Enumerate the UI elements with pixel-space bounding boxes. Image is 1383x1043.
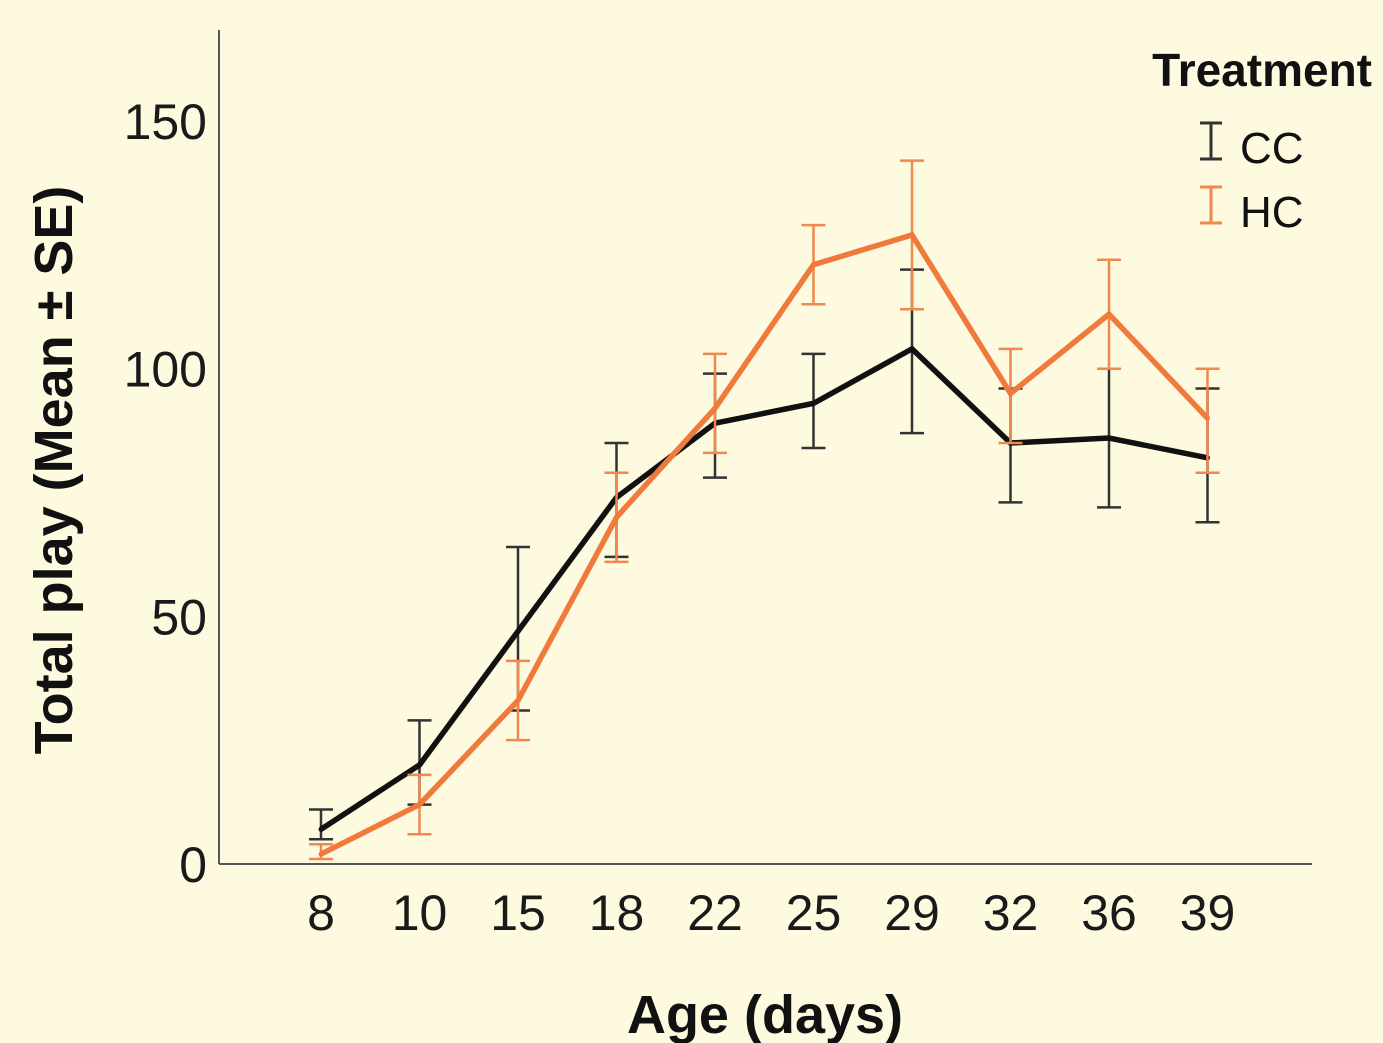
- error-bar-icon: [1200, 185, 1222, 225]
- series-line-cc: [319, 345, 1209, 832]
- x-tick-labels: 8 10 15 18 22 25 29 32 36 39: [307, 885, 1235, 941]
- error-bar: [309, 808, 333, 841]
- data-point: [417, 802, 422, 808]
- legend: Treatment CC HC: [1152, 44, 1372, 237]
- legend-label: HC: [1240, 188, 1304, 237]
- y-tick-label: 150: [124, 94, 207, 150]
- data-point: [515, 628, 521, 634]
- data-point: [417, 762, 422, 768]
- x-tick-label: 25: [786, 885, 842, 941]
- x-tick-label: 18: [589, 885, 645, 941]
- y-tick-label: 0: [179, 837, 207, 893]
- legend-title: Treatment: [1152, 44, 1372, 96]
- y-axis-title: Total play (Mean ± SE): [24, 186, 84, 755]
- x-axis-title: Age (days): [627, 985, 903, 1043]
- series-line-hc: [319, 231, 1210, 857]
- data-point: [318, 851, 324, 857]
- legend-items: CC HC: [1200, 121, 1304, 237]
- series-hc: [309, 159, 1220, 861]
- x-tick-label: 39: [1180, 885, 1236, 941]
- data-point: [909, 232, 915, 238]
- data-point: [1106, 435, 1112, 441]
- error-bar: [703, 352, 727, 455]
- y-tick-label: 100: [124, 342, 207, 398]
- data-point: [318, 826, 324, 832]
- x-tick-label: 15: [490, 885, 546, 941]
- y-tick-label: 50: [151, 589, 207, 645]
- data-point: [811, 262, 816, 268]
- legend-item-cc: CC: [1200, 121, 1304, 173]
- axes: [218, 30, 1312, 865]
- x-tick-label: 8: [307, 885, 335, 941]
- data-point: [614, 514, 619, 520]
- y-tick-labels: 0 50 100 150: [124, 94, 207, 893]
- x-tick-label: 29: [884, 885, 940, 941]
- data-point: [515, 698, 521, 704]
- data-point: [1008, 390, 1013, 396]
- data-point: [909, 346, 915, 352]
- data-point: [1205, 415, 1210, 421]
- legend-label: CC: [1240, 124, 1304, 173]
- series-cc: [309, 268, 1220, 841]
- error-bar-icon: [1200, 121, 1222, 161]
- data-point: [1106, 311, 1112, 317]
- x-tick-label: 10: [392, 885, 448, 941]
- series-layer: [309, 159, 1220, 861]
- x-tick-label: 36: [1081, 885, 1137, 941]
- legend-item-hc: HC: [1200, 185, 1304, 237]
- data-point: [811, 400, 816, 406]
- x-tick-label: 22: [687, 885, 743, 941]
- data-point: [712, 405, 718, 411]
- x-tick-label: 32: [983, 885, 1039, 941]
